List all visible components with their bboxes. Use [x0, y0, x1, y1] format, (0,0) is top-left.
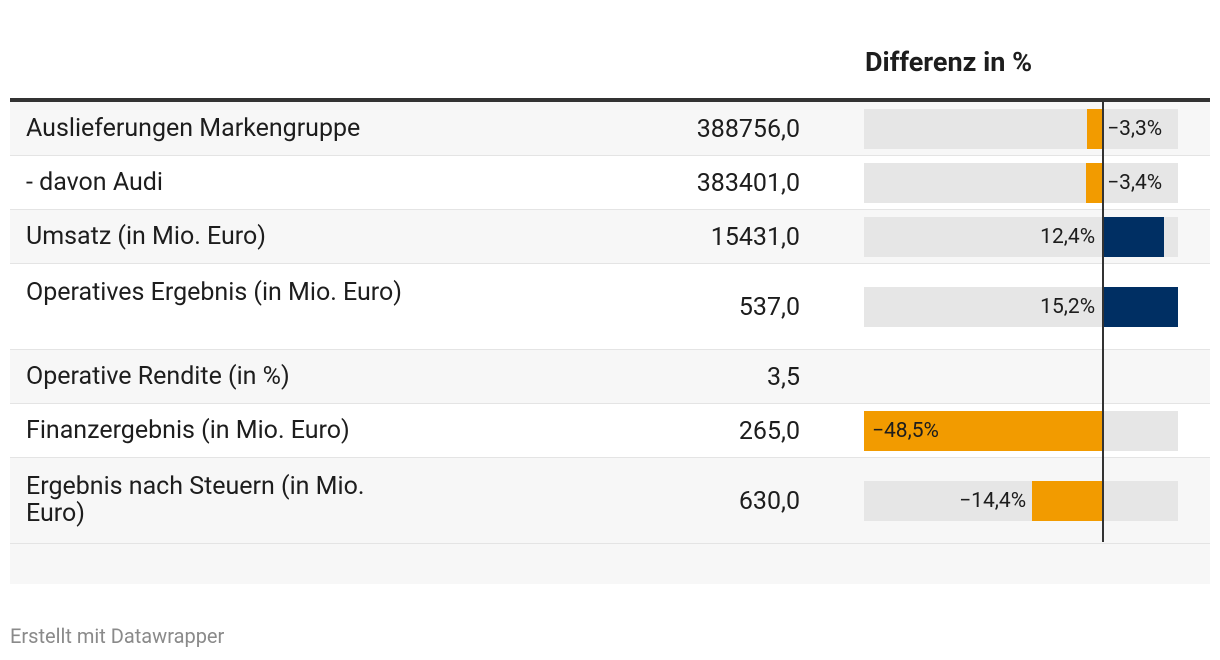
table-row: Operative Rendite (in %) 3,5	[10, 350, 1210, 404]
row-value: 15431,0	[710, 222, 800, 252]
row-label: - davon Audi	[26, 168, 163, 197]
diff-bar-track: −14,4%	[864, 481, 1178, 521]
table-row: Finanzergebnis (in Mio. Euro) 265,0 −48,5%	[10, 404, 1210, 458]
diff-label: 12,4%	[1040, 225, 1096, 249]
row-value: 265,0	[738, 416, 800, 446]
table-row: Ergebnis nach Steuern (in Mio. Euro) 630,…	[10, 458, 1210, 544]
data-table: Differenz in % Auslieferungen Markengrup…	[10, 0, 1210, 648]
row-label: Operative Rendite (in %)	[26, 362, 290, 391]
diff-bar	[1086, 109, 1104, 149]
diff-bar-track: 15,2%	[864, 287, 1178, 327]
diff-bar-track: −3,3%	[864, 109, 1178, 149]
row-label: Ergebnis nach Steuern (in Mio. Euro)	[26, 472, 365, 528]
table-row: Operatives Ergebnis (in Mio. Euro) 537,0 1…	[10, 264, 1210, 350]
table-header: Differenz in %	[10, 0, 1210, 98]
diff-label: −3,4%	[1107, 171, 1163, 195]
zero-line	[1102, 102, 1105, 542]
row-label: Auslieferungen Markengruppe	[26, 114, 361, 143]
diff-bar-track: −48,5%	[864, 411, 1178, 451]
diff-bar-track: 12,4%	[864, 217, 1178, 257]
diff-label: 15,2%	[1040, 295, 1096, 319]
table-footer-band	[10, 544, 1210, 584]
table-row: - davon Audi 383401,0 −3,4%	[10, 156, 1210, 210]
credit-text: Erstellt mit Datawrapper	[10, 624, 225, 648]
row-label: Operatives Ergebnis (in Mio. Euro)	[26, 278, 402, 307]
diff-bar	[1103, 217, 1165, 257]
diff-label: −14,4%	[959, 489, 1027, 513]
diff-label: −48,5%	[872, 419, 939, 443]
row-value: 3,5	[766, 362, 800, 392]
row-value: 537,0	[738, 292, 800, 322]
diff-bar-track: −3,4%	[864, 163, 1178, 203]
diff-bar	[1032, 481, 1104, 521]
diff-bar	[864, 411, 1104, 451]
row-label: Finanzergebnis (in Mio. Euro)	[26, 416, 350, 445]
diff-label: −3,3%	[1107, 117, 1163, 141]
table-row: Auslieferungen Markengruppe 388756,0 −3,3%	[10, 102, 1210, 156]
diff-column-header: Differenz in %	[865, 46, 1033, 78]
row-label: Umsatz (in Mio. Euro)	[26, 222, 266, 251]
header-rule	[10, 98, 1210, 102]
row-value: 630,0	[738, 486, 800, 516]
table-row: Umsatz (in Mio. Euro) 15431,0 12,4%	[10, 210, 1210, 264]
diff-bar	[1086, 163, 1104, 203]
row-value: 388756,0	[696, 114, 800, 144]
row-value: 383401,0	[696, 168, 800, 198]
diff-bar	[1103, 287, 1178, 327]
